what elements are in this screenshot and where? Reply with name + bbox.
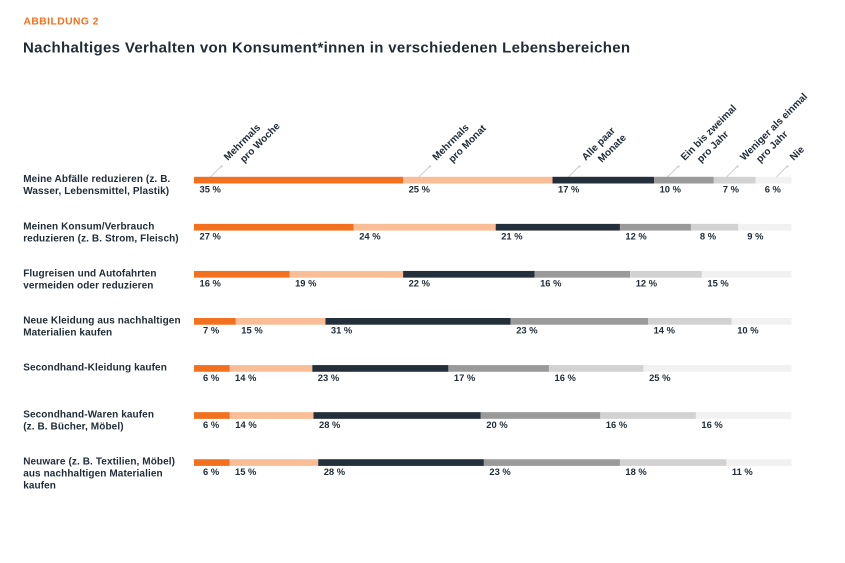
svg-text:27 %: 27 %	[200, 231, 222, 242]
svg-text:9 %: 9 %	[747, 231, 764, 242]
svg-text:35 %: 35 %	[200, 184, 222, 195]
svg-text:kaufen: kaufen	[23, 481, 56, 492]
svg-text:16 %: 16 %	[701, 419, 723, 430]
svg-text:17 %: 17 %	[558, 184, 580, 195]
svg-text:Secondhand-Kleidung kaufen: Secondhand-Kleidung kaufen	[23, 363, 167, 374]
svg-text:22 %: 22 %	[409, 278, 431, 289]
svg-text:(z. B. Bücher, Möbel): (z. B. Bücher, Möbel)	[23, 422, 123, 433]
svg-text:31 %: 31 %	[331, 325, 353, 336]
svg-text:15 %: 15 %	[235, 466, 257, 477]
svg-text:6 %: 6 %	[203, 466, 220, 477]
svg-text:Neuware (z. B. Textilien, Möbe: Neuware (z. B. Textilien, Möbel)	[23, 457, 175, 468]
svg-text:14 %: 14 %	[654, 325, 676, 336]
svg-text:Materialien kaufen: Materialien kaufen	[23, 327, 112, 338]
svg-text:12 %: 12 %	[625, 231, 647, 242]
svg-text:12 %: 12 %	[636, 278, 658, 289]
svg-text:14 %: 14 %	[235, 419, 257, 430]
svg-text:Meinen Konsum/Verbrauch: Meinen Konsum/Verbrauch	[23, 221, 154, 232]
svg-text:23 %: 23 %	[318, 372, 340, 383]
svg-text:25 %: 25 %	[649, 372, 671, 383]
svg-text:16 %: 16 %	[606, 419, 628, 430]
svg-text:16 %: 16 %	[200, 278, 222, 289]
svg-text:6 %: 6 %	[203, 419, 220, 430]
svg-text:10 %: 10 %	[660, 184, 682, 195]
svg-text:24 %: 24 %	[359, 231, 381, 242]
svg-text:15 %: 15 %	[241, 325, 263, 336]
svg-text:16 %: 16 %	[540, 278, 562, 289]
svg-text:25 %: 25 %	[409, 184, 431, 195]
svg-text:Nachhaltiges Verhalten von Kon: Nachhaltiges Verhalten von Konsument*inn…	[23, 40, 630, 57]
svg-text:reduzieren (z. B. Strom, Fleis: reduzieren (z. B. Strom, Fleisch)	[23, 233, 179, 244]
svg-text:17 %: 17 %	[454, 372, 476, 383]
svg-text:11 %: 11 %	[732, 466, 754, 477]
svg-text:8 %: 8 %	[700, 231, 717, 242]
svg-text:6 %: 6 %	[765, 184, 782, 195]
svg-text:18 %: 18 %	[625, 466, 647, 477]
svg-text:7 %: 7 %	[203, 325, 220, 336]
svg-text:ABBILDUNG 2: ABBILDUNG 2	[24, 17, 99, 28]
svg-text:Meine Abfälle reduzieren (z. B: Meine Abfälle reduzieren (z. B.	[23, 174, 170, 185]
svg-text:20 %: 20 %	[486, 419, 508, 430]
svg-text:15 %: 15 %	[707, 278, 729, 289]
svg-text:23 %: 23 %	[489, 466, 511, 477]
svg-text:Neue Kleidung aus nachhaltigen: Neue Kleidung aus nachhaltigen	[23, 315, 180, 326]
svg-text:23 %: 23 %	[516, 325, 538, 336]
svg-text:21 %: 21 %	[501, 231, 523, 242]
svg-text:10 %: 10 %	[737, 325, 759, 336]
svg-text:vermeiden oder reduzieren: vermeiden oder reduzieren	[23, 280, 153, 291]
svg-text:28 %: 28 %	[319, 419, 341, 430]
svg-text:Secondhand-Waren kaufen: Secondhand-Waren kaufen	[23, 410, 154, 421]
svg-text:6 %: 6 %	[203, 372, 220, 383]
svg-text:Flugreisen und Autofahrten: Flugreisen und Autofahrten	[23, 268, 156, 279]
svg-text:7 %: 7 %	[723, 184, 740, 195]
svg-text:19 %: 19 %	[295, 278, 317, 289]
svg-text:28 %: 28 %	[324, 466, 346, 477]
svg-text:aus nachhaltigen Materialien: aus nachhaltigen Materialien	[23, 469, 163, 480]
svg-text:Wasser, Lebensmittel, Plastik): Wasser, Lebensmittel, Plastik)	[23, 186, 169, 197]
svg-text:14 %: 14 %	[235, 372, 257, 383]
svg-text:16 %: 16 %	[555, 372, 577, 383]
